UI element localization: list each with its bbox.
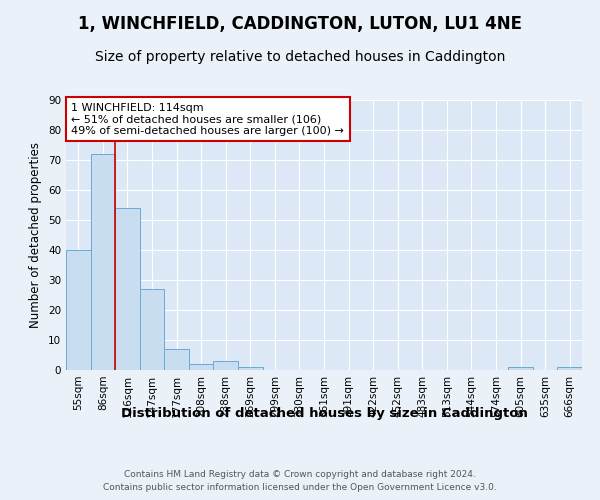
Y-axis label: Number of detached properties: Number of detached properties — [29, 142, 43, 328]
Bar — [508, 367, 533, 370]
Text: Distribution of detached houses by size in Caddington: Distribution of detached houses by size … — [121, 408, 527, 420]
Bar — [140, 289, 164, 370]
Bar — [557, 367, 582, 370]
Bar — [238, 367, 263, 370]
Text: Contains HM Land Registry data © Crown copyright and database right 2024.: Contains HM Land Registry data © Crown c… — [124, 470, 476, 479]
Bar — [66, 250, 91, 370]
Bar — [91, 154, 115, 370]
Text: 1 WINCHFIELD: 114sqm
← 51% of detached houses are smaller (106)
49% of semi-deta: 1 WINCHFIELD: 114sqm ← 51% of detached h… — [71, 102, 344, 136]
Text: 1, WINCHFIELD, CADDINGTON, LUTON, LU1 4NE: 1, WINCHFIELD, CADDINGTON, LUTON, LU1 4N… — [78, 15, 522, 33]
Text: Contains public sector information licensed under the Open Government Licence v3: Contains public sector information licen… — [103, 482, 497, 492]
Bar — [189, 364, 214, 370]
Text: Size of property relative to detached houses in Caddington: Size of property relative to detached ho… — [95, 50, 505, 64]
Bar — [164, 349, 189, 370]
Bar — [115, 208, 140, 370]
Bar — [214, 361, 238, 370]
